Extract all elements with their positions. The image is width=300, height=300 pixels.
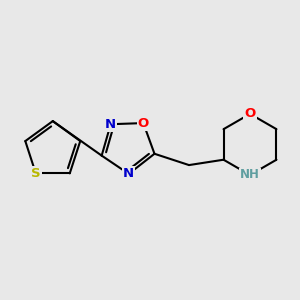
Text: N: N [123,167,134,180]
Text: S: S [31,167,40,180]
Text: NH: NH [240,169,260,182]
Text: N: N [105,118,116,131]
Text: O: O [244,107,256,120]
Text: O: O [138,117,149,130]
